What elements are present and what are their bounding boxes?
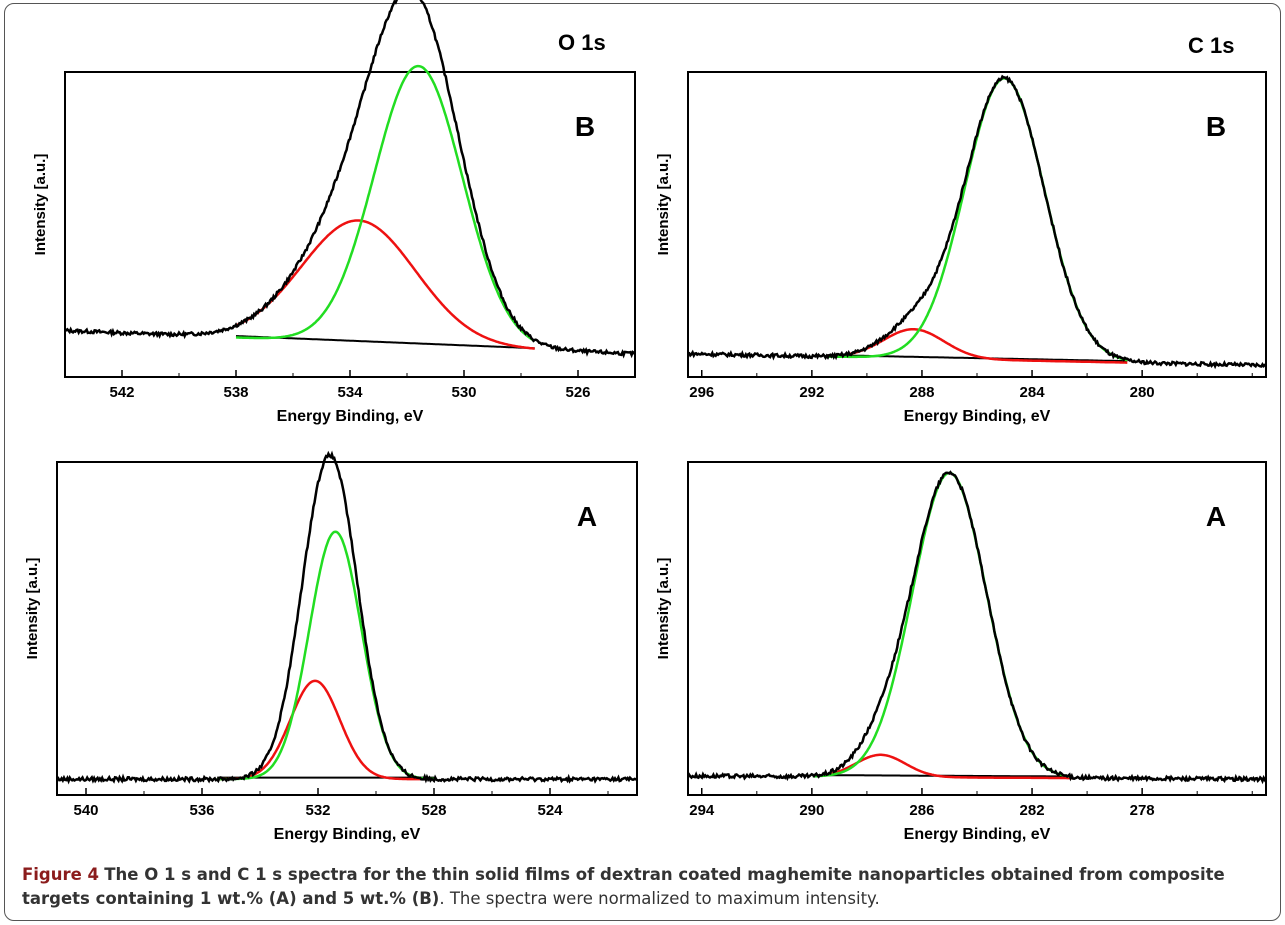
y-axis-label: Intensity [a.u.]: [655, 558, 672, 660]
caption-bold-text: The O 1 s and C 1 s spectra for the thin…: [104, 865, 1225, 884]
envelope-spectrum: [64, 0, 637, 359]
x-tick-label: 280: [1130, 384, 1155, 401]
y-axis-label: Intensity [a.u.]: [655, 154, 672, 256]
envelope-spectrum: [686, 470, 1268, 785]
x-tick-label: 542: [109, 384, 134, 401]
panel-label: A: [1206, 501, 1226, 532]
caption-normal-text: . The spectra were normalized to maximum…: [439, 889, 880, 908]
column-heading-c1s: C 1s: [1188, 33, 1235, 58]
x-tick-label: 536: [189, 802, 214, 819]
y-axis-label: Intensity [a.u.]: [32, 154, 49, 256]
figure-frame: [4, 3, 1281, 921]
caption-label: Figure 4: [22, 865, 100, 884]
x-tick-label: 296: [689, 384, 714, 401]
plot-frame: [687, 461, 1267, 796]
envelope-spectrum: [687, 74, 1267, 370]
panel-label: B: [1206, 111, 1226, 142]
x-tick-label: 532: [305, 802, 330, 819]
panel-label: A: [577, 501, 597, 532]
envelope-spectrum: [56, 450, 638, 785]
column-heading-o1s: O 1s: [558, 30, 606, 55]
x-tick-label: 294: [689, 802, 715, 819]
x-tick-label: 526: [565, 384, 590, 401]
plot-frame: [687, 71, 1267, 378]
x-axis-label: Energy Binding, eV: [274, 826, 421, 843]
panel-label: B: [575, 111, 595, 142]
component-peak-green: [235, 64, 536, 343]
y-axis-label: Intensity [a.u.]: [24, 558, 41, 660]
x-tick-label: 290: [799, 802, 824, 819]
x-tick-label: 282: [1020, 802, 1045, 819]
x-tick-label: 286: [909, 802, 934, 819]
x-tick-label: 540: [73, 802, 98, 819]
plot-frame: [64, 71, 636, 378]
caption-bold-text-2: targets containing 1 wt.% (A) and 5 wt.%…: [22, 889, 440, 908]
component-peak-red: [235, 219, 535, 350]
x-tick-label: 292: [799, 384, 824, 401]
x-tick-label: 530: [451, 384, 476, 401]
component-peak-green: [217, 530, 434, 781]
plot-frame: [56, 461, 638, 796]
x-axis-label: Energy Binding, eV: [904, 826, 1051, 843]
component-peak-red: [217, 679, 434, 781]
x-tick-label: 534: [337, 384, 363, 401]
x-tick-label: 278: [1130, 802, 1155, 819]
figure-caption: Figure 4 The O 1 s and C 1 s spectra for…: [22, 863, 1272, 911]
component-peak-green: [812, 471, 1074, 779]
x-axis-label: Energy Binding, eV: [904, 408, 1051, 425]
x-tick-label: 284: [1020, 384, 1046, 401]
x-axis-label: Energy Binding, eV: [277, 408, 424, 425]
x-tick-label: 288: [909, 384, 934, 401]
x-tick-label: 538: [223, 384, 248, 401]
spectra-figure: 542 538 534 530 526 Energy Binding, eV Intensi…: [24, 0, 1268, 843]
baseline-line: [235, 335, 535, 350]
x-tick-label: 528: [421, 802, 446, 819]
x-tick-label: 524: [537, 802, 563, 819]
